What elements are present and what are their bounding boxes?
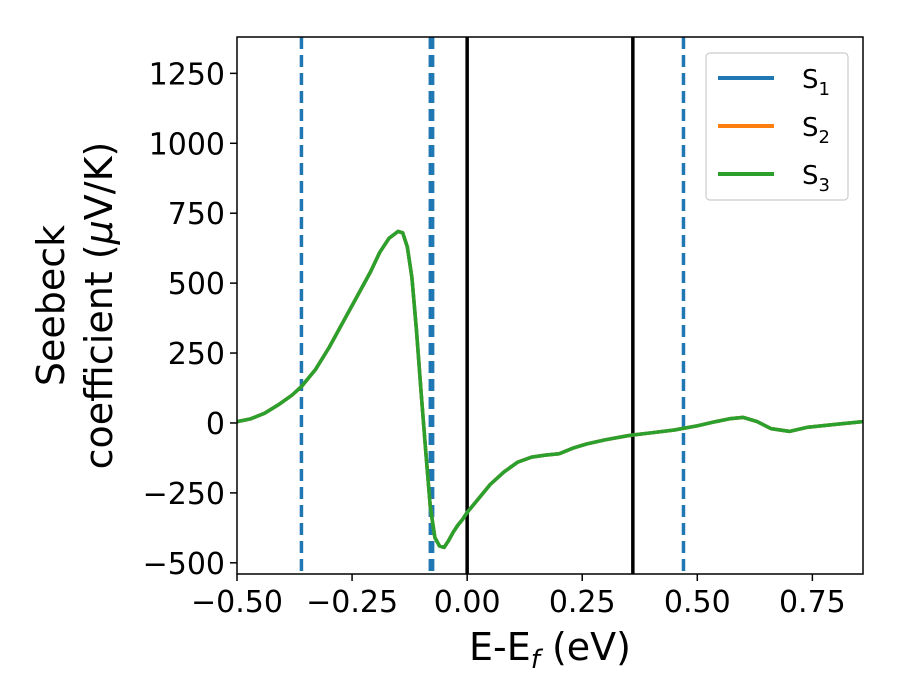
x-axis-label: E-Ef (eV) bbox=[469, 625, 631, 675]
legend-box bbox=[705, 52, 849, 201]
y-axis-label-line1: Seebeck bbox=[29, 225, 73, 386]
y-tick-label: 500 bbox=[168, 267, 225, 302]
y-axis-label-line2: coefficient (μV/K) bbox=[77, 142, 121, 470]
legend-label: S3 bbox=[802, 161, 830, 196]
y-tick-label: 250 bbox=[168, 337, 225, 372]
legend-item-s1: S1 bbox=[718, 65, 830, 100]
y-tick-label: −250 bbox=[143, 477, 225, 512]
y-tick-label: 1000 bbox=[149, 127, 225, 162]
series-lines bbox=[237, 229, 863, 550]
x-tick-label: 0.50 bbox=[664, 585, 731, 620]
x-tick-label: −0.25 bbox=[306, 585, 398, 620]
x-axis-label-main: E-E bbox=[469, 625, 531, 669]
legend: S1 S2 S3 bbox=[705, 52, 849, 201]
legend-label: S1 bbox=[802, 65, 830, 100]
axes-frame bbox=[236, 36, 864, 575]
x-axis-ticks: −0.50 −0.25 0.00 0.25 0.50 0.75 bbox=[191, 574, 846, 620]
y-axis-label-text: coefficient ( bbox=[77, 244, 121, 469]
y-axis-ticks: −500 −250 0 250 500 750 1000 1250 bbox=[143, 57, 237, 582]
series-line-s3 bbox=[237, 229, 863, 550]
series-line-s2 bbox=[237, 229, 863, 550]
legend-item-s2: S2 bbox=[718, 113, 830, 148]
legend-label: S2 bbox=[802, 113, 830, 148]
series-line-s1 bbox=[237, 229, 863, 550]
y-axis-label-mu: μ bbox=[77, 220, 121, 245]
legend-item-s3: S3 bbox=[718, 161, 830, 196]
y-tick-label: −500 bbox=[143, 547, 225, 582]
y-tick-label: 0 bbox=[206, 407, 225, 442]
x-tick-label: 0.25 bbox=[549, 585, 616, 620]
x-tick-label: −0.50 bbox=[191, 585, 283, 620]
x-tick-label: 0.00 bbox=[434, 585, 501, 620]
y-tick-label: 750 bbox=[168, 197, 225, 232]
y-axis-label-unit: V/K) bbox=[77, 142, 121, 221]
y-tick-label: 1250 bbox=[149, 57, 225, 92]
vertical-lines bbox=[299, 37, 686, 574]
x-tick-label: 0.75 bbox=[779, 585, 846, 620]
x-axis-label-unit: (eV) bbox=[540, 625, 631, 669]
y-axis-label: Seebeck coefficient (μV/K) bbox=[29, 142, 121, 470]
